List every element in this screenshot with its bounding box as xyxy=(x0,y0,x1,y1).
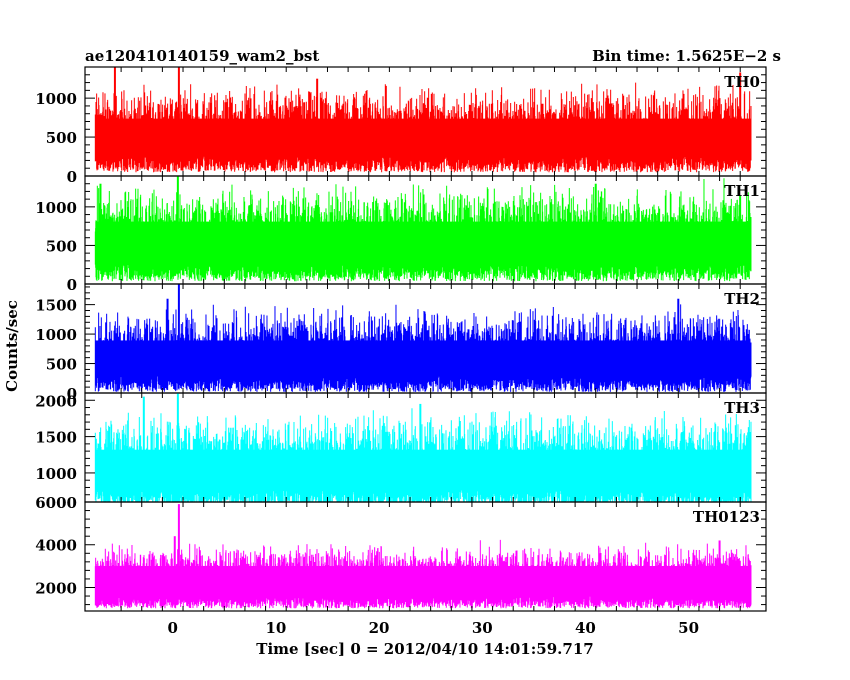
panel-th3: 1000 1500 2000 TH3 xyxy=(35,392,767,503)
series-th0 xyxy=(94,67,752,173)
series-trace xyxy=(94,408,752,502)
x-tick-label: 10 xyxy=(265,619,286,637)
x-tick-label: 40 xyxy=(575,619,596,637)
y-tick-label: 1000 xyxy=(35,199,77,217)
y-tick-label: 0 xyxy=(67,385,77,403)
panel-frame xyxy=(84,501,767,612)
y-tick-label: 2000 xyxy=(35,392,77,410)
y-axis-label: Counts/sec xyxy=(3,300,21,392)
y-tick-label: 1000 xyxy=(35,90,77,108)
y-tick-label: 500 xyxy=(46,356,77,374)
series-th2 xyxy=(94,284,752,392)
panel-label: TH2 xyxy=(724,290,760,308)
y-tick-label: 0 xyxy=(67,276,77,294)
panel-label: TH0 xyxy=(724,73,760,91)
series-th1 xyxy=(94,176,752,282)
panel-th0: 0 500 1000 TH0 xyxy=(35,66,767,186)
y-tick-label: 1500 xyxy=(35,429,77,447)
x-axis-label: Time [sec] 0 = 2012/04/10 14:01:59.717 xyxy=(256,640,593,658)
y-tick-label: 1000 xyxy=(35,326,77,344)
y-tick-label: 1000 xyxy=(35,465,77,483)
y-tick-label: 500 xyxy=(46,129,77,147)
y-tick-label: 4000 xyxy=(35,537,77,555)
panel-th1: 0 500 1000 TH1 xyxy=(35,175,767,294)
x-tick-label: 30 xyxy=(472,619,493,637)
series-th0123 xyxy=(94,504,752,609)
series-trace xyxy=(94,539,752,609)
panel-label: TH3 xyxy=(724,399,760,417)
series-trace xyxy=(94,178,752,282)
y-tick-label: 1500 xyxy=(35,297,77,315)
panel-th2: 0 500 1000 1500 TH2 xyxy=(35,283,767,403)
panel-label: TH1 xyxy=(724,182,760,200)
series-th3 xyxy=(94,393,752,502)
y-tick-label: 0 xyxy=(67,168,77,186)
panel-label: TH0123 xyxy=(693,508,760,526)
chart-title-right: Bin time: 1.5625E−2 s xyxy=(592,47,781,65)
y-tick-label: 2000 xyxy=(35,579,77,597)
y-tick-label: 6000 xyxy=(35,494,77,512)
panel-th0123: 2000 4000 6000 TH0123 xyxy=(35,494,767,612)
x-tick-label: 50 xyxy=(678,619,699,637)
x-tick-label: 0 xyxy=(167,619,177,637)
series-trace xyxy=(94,304,752,392)
x-tick-label: 20 xyxy=(369,619,390,637)
chart-title-left: ae120410140159_wam2_bst xyxy=(85,47,319,65)
series-trace xyxy=(94,82,752,173)
y-tick-label: 500 xyxy=(46,237,77,255)
